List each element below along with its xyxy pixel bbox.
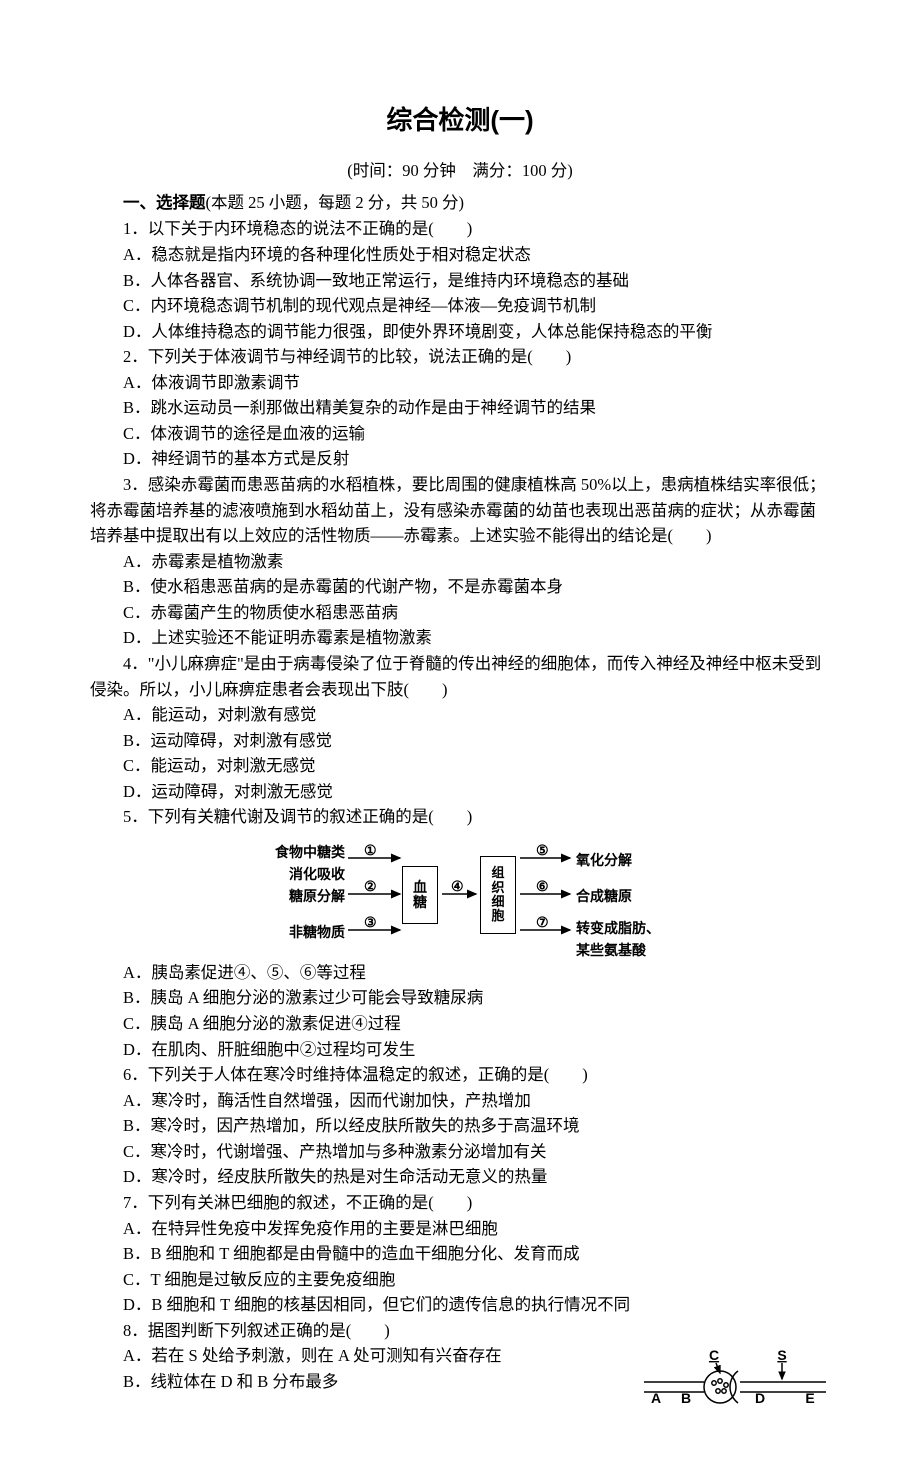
diagram-right-label: 转变成脂肪、某些氨基酸 xyxy=(576,918,660,961)
exam-page: 综合检测(一) (时间：90 分钟 满分：100 分) 一、选择题(本题 25 … xyxy=(0,0,920,1465)
text-line: C．内环境稳态调节机制的现代观点是神经—体液—免疫调节机制 xyxy=(90,293,830,319)
svg-text:C: C xyxy=(709,1347,719,1363)
text-line: C．体液调节的途径是血液的运输 xyxy=(90,421,830,447)
text-line: A．在特异性免疫中发挥免疫作用的主要是淋巴细胞 xyxy=(90,1216,830,1242)
svg-text:D: D xyxy=(755,1390,765,1405)
page-title: 综合检测(一) xyxy=(90,100,830,140)
text-line: A．稳态就是指内环境的各种理化性质处于相对稳定状态 xyxy=(90,242,830,268)
text-line: 6．下列关于人体在寒冷时维持体温稳定的叙述，正确的是( ) xyxy=(90,1062,830,1088)
tissue-cell-box: 组织细胞 xyxy=(480,856,516,934)
text-line: C．寒冷时，代谢增强、产热增加与多种激素分泌增加有关 xyxy=(90,1139,830,1165)
text-line: D．运动障碍，对刺激无感觉 xyxy=(90,779,830,805)
text-line: B．使水稻患恶苗病的是赤霉菌的代谢产物，不是赤霉菌本身 xyxy=(90,574,830,600)
questions: 1．以下关于内环境稳态的说法不正确的是( )A．稳态就是指内环境的各种理化性质处… xyxy=(90,216,830,1405)
text-line: B．寒冷时，因产热增加，所以经皮肤所散失的热多于高温环境 xyxy=(90,1113,830,1139)
text-line: C．胰岛 A 细胞分泌的激素促进④过程 xyxy=(90,1011,830,1037)
svg-text:E: E xyxy=(805,1390,814,1405)
diagram-right-label: 氧化分解 xyxy=(576,850,632,872)
arrow-number: ⑦ xyxy=(536,912,549,934)
text-line: A．赤霉素是植物激素 xyxy=(90,549,830,575)
text-line: 7．下列有关淋巴细胞的叙述，不正确的是( ) xyxy=(90,1190,830,1216)
text-line: C．T 细胞是过敏反应的主要免疫细胞 xyxy=(90,1267,830,1293)
section-heading-tail: (本题 25 小题，每题 2 分，共 50 分) xyxy=(206,193,465,212)
svg-text:A: A xyxy=(651,1390,661,1405)
text-line: 8．据图判断下列叙述正确的是( ) xyxy=(90,1318,830,1344)
diagram-right-label: 合成糖原 xyxy=(576,886,632,908)
section-1-line: 一、选择题(本题 25 小题，每题 2 分，共 50 分) xyxy=(90,190,830,217)
text-line: 4．"小儿麻痹症"是由于病毒侵染了位于脊髓的传出神经的细胞体，而传入神经及神经中… xyxy=(90,651,830,702)
text-line: A．胰岛素促进④、⑤、⑥等过程 xyxy=(90,960,830,986)
text-line: 3．感染赤霉菌而患恶苗病的水稻植株，要比周围的健康植株高 50%以上，患病植株结… xyxy=(90,472,830,549)
text-line: A．能运动，对刺激有感觉 xyxy=(90,702,830,728)
arrow-number: ② xyxy=(364,876,377,898)
exam-info: (时间：90 分钟 满分：100 分) xyxy=(90,158,830,184)
arrow-number: ① xyxy=(364,840,377,862)
text-line: D．寒冷时，经皮肤所散失的热是对生命活动无意义的热量 xyxy=(90,1164,830,1190)
text-line: D．在肌肉、肝脏细胞中②过程均可发生 xyxy=(90,1037,830,1063)
text-line: C．赤霉菌产生的物质使水稻患恶苗病 xyxy=(90,600,830,626)
diagram-left-label: 食物中糖类消化吸收 xyxy=(240,842,345,885)
arrow-number: ③ xyxy=(364,912,377,934)
blood-sugar-box: 血糖 xyxy=(402,866,438,924)
text-line: B．运动障碍，对刺激有感觉 xyxy=(90,728,830,754)
text-line: B．B 细胞和 T 细胞都是由骨髓中的造血干细胞分化、发育而成 xyxy=(90,1241,830,1267)
text-line: D．上述实验还不能证明赤霉素是植物激素 xyxy=(90,625,830,651)
text-line: 5．下列有关糖代谢及调节的叙述正确的是( ) xyxy=(90,804,830,830)
arrow-number: ⑤ xyxy=(536,840,549,862)
text-line: C．能运动，对刺激无感觉 xyxy=(90,753,830,779)
diagram-left-label: 糖原分解 xyxy=(240,886,345,908)
text-line: A．体液调节即激素调节 xyxy=(90,370,830,396)
q5-diagram: 食物中糖类消化吸收糖原分解非糖物质①②③血糖④组织细胞⑤⑥⑦氧化分解合成糖原转变… xyxy=(240,836,680,956)
text-line: B．胰岛 A 细胞分泌的激素过少可能会导致糖尿病 xyxy=(90,985,830,1011)
section-heading: 一、选择题 xyxy=(123,194,206,212)
text-line: 1．以下关于内环境稳态的说法不正确的是( ) xyxy=(90,216,830,242)
arrow-number: ⑥ xyxy=(536,876,549,898)
text-line: D．神经调节的基本方式是反射 xyxy=(90,446,830,472)
text-line: B．跳水运动员一刹那做出精美复杂的动作是由于神经调节的结果 xyxy=(90,395,830,421)
text-line: 2．下列关于体液调节与神经调节的比较，说法正确的是( ) xyxy=(90,344,830,370)
text-line: D．人体维持稳态的调节能力很强，即使外界环境剧变，人体总能保持稳态的平衡 xyxy=(90,319,830,345)
text-line: B．人体各器官、系统协调一致地正常运行，是维持内环境稳态的基础 xyxy=(90,268,830,294)
text-line: D．B 细胞和 T 细胞的核基因相同，但它们的遗传信息的执行情况不同 xyxy=(90,1292,830,1318)
arrow-number: ④ xyxy=(451,876,464,898)
svg-text:S: S xyxy=(777,1347,786,1363)
text-line: A．寒冷时，酶活性自然增强，因而代谢加快，产热增加 xyxy=(90,1088,830,1114)
q8-synapse-fig: C S A B D E xyxy=(640,1347,830,1405)
diagram-left-label: 非糖物质 xyxy=(240,922,345,944)
svg-text:B: B xyxy=(681,1390,691,1405)
